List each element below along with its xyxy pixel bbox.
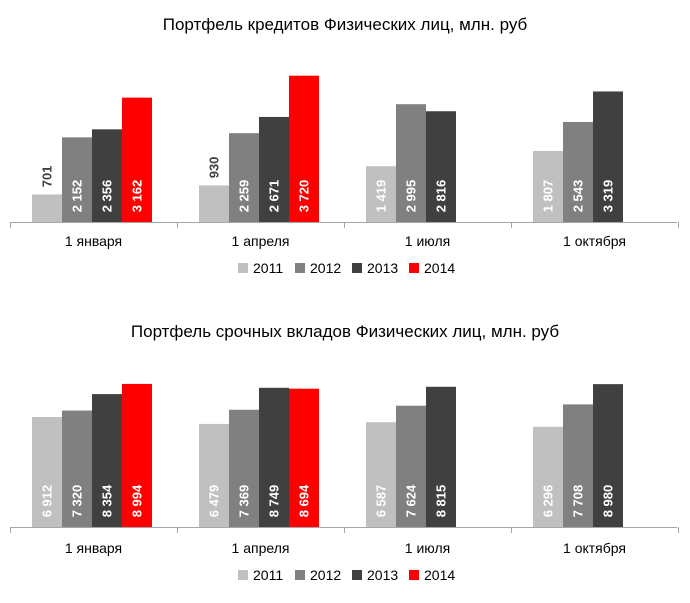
data-label: 8 994 (130, 484, 145, 517)
data-label: 930 (207, 157, 222, 179)
bar-2013 (426, 386, 456, 527)
data-label: 7 320 (70, 485, 85, 518)
data-label: 2 671 (267, 180, 282, 213)
chart-title: Портфель кредитов Физических лиц, млн. р… (163, 15, 528, 34)
legend-swatch (295, 570, 305, 580)
bar-2012 (229, 133, 259, 222)
bar-2013 (593, 91, 623, 222)
data-label: 8 815 (434, 485, 449, 518)
data-label: 2 152 (70, 180, 85, 213)
bar-2013 (259, 387, 289, 527)
bar-2014 (122, 383, 152, 527)
bar-2012 (563, 121, 593, 222)
bar-2013 (259, 116, 289, 222)
bar-2012 (563, 404, 593, 527)
bar-2014 (289, 388, 319, 527)
legend-swatch (238, 263, 248, 273)
data-label: 6 479 (207, 485, 222, 518)
chart-2: Портфель срочных вкладов Физических лиц,… (10, 322, 679, 583)
bar-2014 (289, 75, 319, 223)
data-label: 2 259 (237, 180, 252, 213)
data-label: 2 356 (100, 180, 115, 213)
legend-label: 2012 (310, 260, 341, 276)
legend-label: 2013 (367, 567, 398, 583)
data-label: 6 587 (374, 485, 389, 518)
data-label: 1 419 (374, 180, 389, 213)
legend-label: 2014 (424, 567, 455, 583)
bar-2012 (396, 405, 426, 527)
legend-swatch (295, 263, 305, 273)
bar-2012 (229, 409, 259, 527)
legend-label: 2011 (253, 567, 283, 583)
data-label: 3 720 (297, 180, 312, 213)
legend-swatch (409, 263, 419, 273)
data-label: 8 354 (100, 484, 115, 517)
bar-2011 (366, 422, 396, 527)
data-label: 6 296 (541, 485, 556, 518)
data-label: 8 980 (601, 485, 616, 518)
bar-2011 (32, 417, 62, 527)
bar-2014 (122, 97, 152, 222)
chart-1: Портфель кредитов Физических лиц, млн. р… (10, 15, 679, 276)
category-label: 1 января (65, 233, 122, 249)
bar-2013 (92, 394, 122, 527)
data-label: 1 807 (541, 180, 556, 213)
category-label: 1 апреля (232, 540, 290, 556)
legend-swatch (238, 570, 248, 580)
data-label: 8 694 (297, 484, 312, 517)
data-label: 2 816 (434, 180, 449, 213)
category-label: 1 октября (563, 233, 626, 249)
legend-swatch (409, 570, 419, 580)
data-label: 7 624 (404, 484, 419, 517)
data-label: 8 749 (267, 485, 282, 518)
chart-title: Портфель срочных вкладов Физических лиц,… (131, 322, 559, 341)
bar-2013 (593, 384, 623, 527)
category-label: 1 апреля (232, 233, 290, 249)
category-label: 1 июля (405, 233, 450, 249)
data-label: 2 995 (404, 180, 419, 213)
legend-label: 2011 (253, 260, 283, 276)
category-label: 1 октября (563, 540, 626, 556)
bar-2011 (366, 166, 396, 222)
bar-2011 (533, 426, 563, 527)
data-label: 3 319 (601, 180, 616, 213)
data-label: 3 162 (130, 180, 145, 213)
bar-2011 (533, 150, 563, 222)
legend-label: 2012 (310, 567, 341, 583)
legend-swatch (352, 263, 362, 273)
bar-2011 (199, 423, 229, 527)
legend-label: 2013 (367, 260, 398, 276)
data-label: 7 369 (237, 485, 252, 518)
category-label: 1 января (65, 540, 122, 556)
bar-2013 (426, 111, 456, 222)
data-label: 6 912 (40, 485, 55, 518)
legend-swatch (352, 570, 362, 580)
legend-label: 2014 (424, 260, 455, 276)
bar-2012 (396, 104, 426, 222)
category-label: 1 июля (405, 540, 450, 556)
data-label: 2 543 (571, 180, 586, 213)
bar-2012 (62, 410, 92, 527)
bar-2011 (32, 194, 62, 222)
data-label: 7 708 (571, 485, 586, 518)
bar-2012 (62, 137, 92, 222)
bar-2013 (92, 129, 122, 222)
data-label: 701 (40, 166, 55, 188)
bar-2011 (199, 185, 229, 222)
